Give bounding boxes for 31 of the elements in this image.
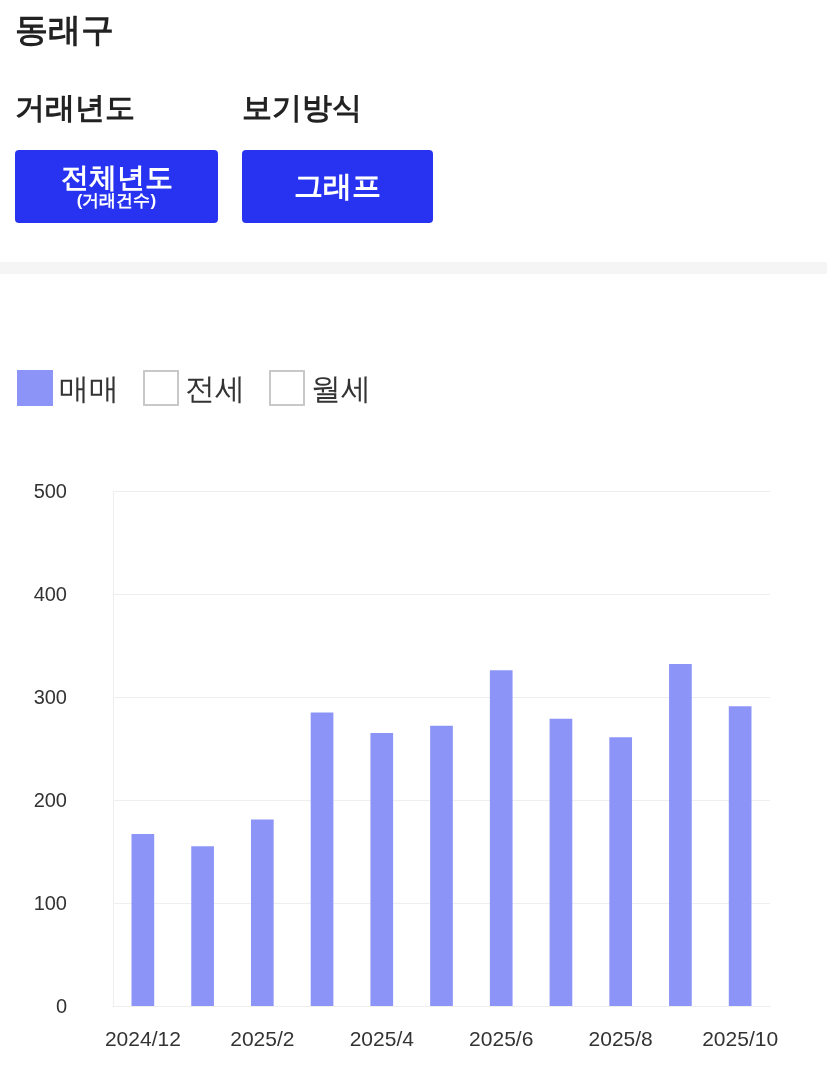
bar xyxy=(131,833,155,1006)
x-tick-label: 2025/10 xyxy=(702,1027,779,1050)
x-tick-label: 2025/8 xyxy=(588,1027,653,1050)
bar xyxy=(430,725,453,1006)
y-tick-label: 100 xyxy=(33,892,67,914)
bar xyxy=(669,664,692,1006)
text: 거래년도 xyxy=(15,91,135,124)
legend-label: 월세 xyxy=(311,371,371,405)
chart-title: 동래구 xyxy=(15,11,114,49)
y-tick-label: 500 xyxy=(33,480,67,502)
x-tick-label: 2025/4 xyxy=(349,1027,415,1050)
bar xyxy=(549,718,573,1006)
bar xyxy=(310,712,334,1006)
x-tick-label: 2024/12 xyxy=(104,1027,181,1050)
button[interactable]: 그래프 xyxy=(242,150,433,223)
bar xyxy=(191,846,214,1006)
x-tick-label: 2025/2 xyxy=(230,1027,295,1050)
bar xyxy=(250,819,274,1006)
y-tick-label: 300 xyxy=(33,686,67,708)
bar xyxy=(489,670,513,1006)
bar xyxy=(370,733,394,1006)
bar xyxy=(609,737,633,1006)
y-tick-label: 200 xyxy=(33,789,67,811)
bar xyxy=(728,706,752,1006)
text: 보기방식 xyxy=(242,91,362,124)
x-tick-label: 2025/6 xyxy=(469,1027,534,1050)
legend-label: 전세 xyxy=(185,371,245,405)
legend-label: 매매 xyxy=(59,371,119,405)
y-tick-label: 400 xyxy=(33,583,67,605)
y-tick-label: 0 xyxy=(55,995,67,1017)
button[interactable]: 전체년도 (거래건수) xyxy=(15,150,218,223)
